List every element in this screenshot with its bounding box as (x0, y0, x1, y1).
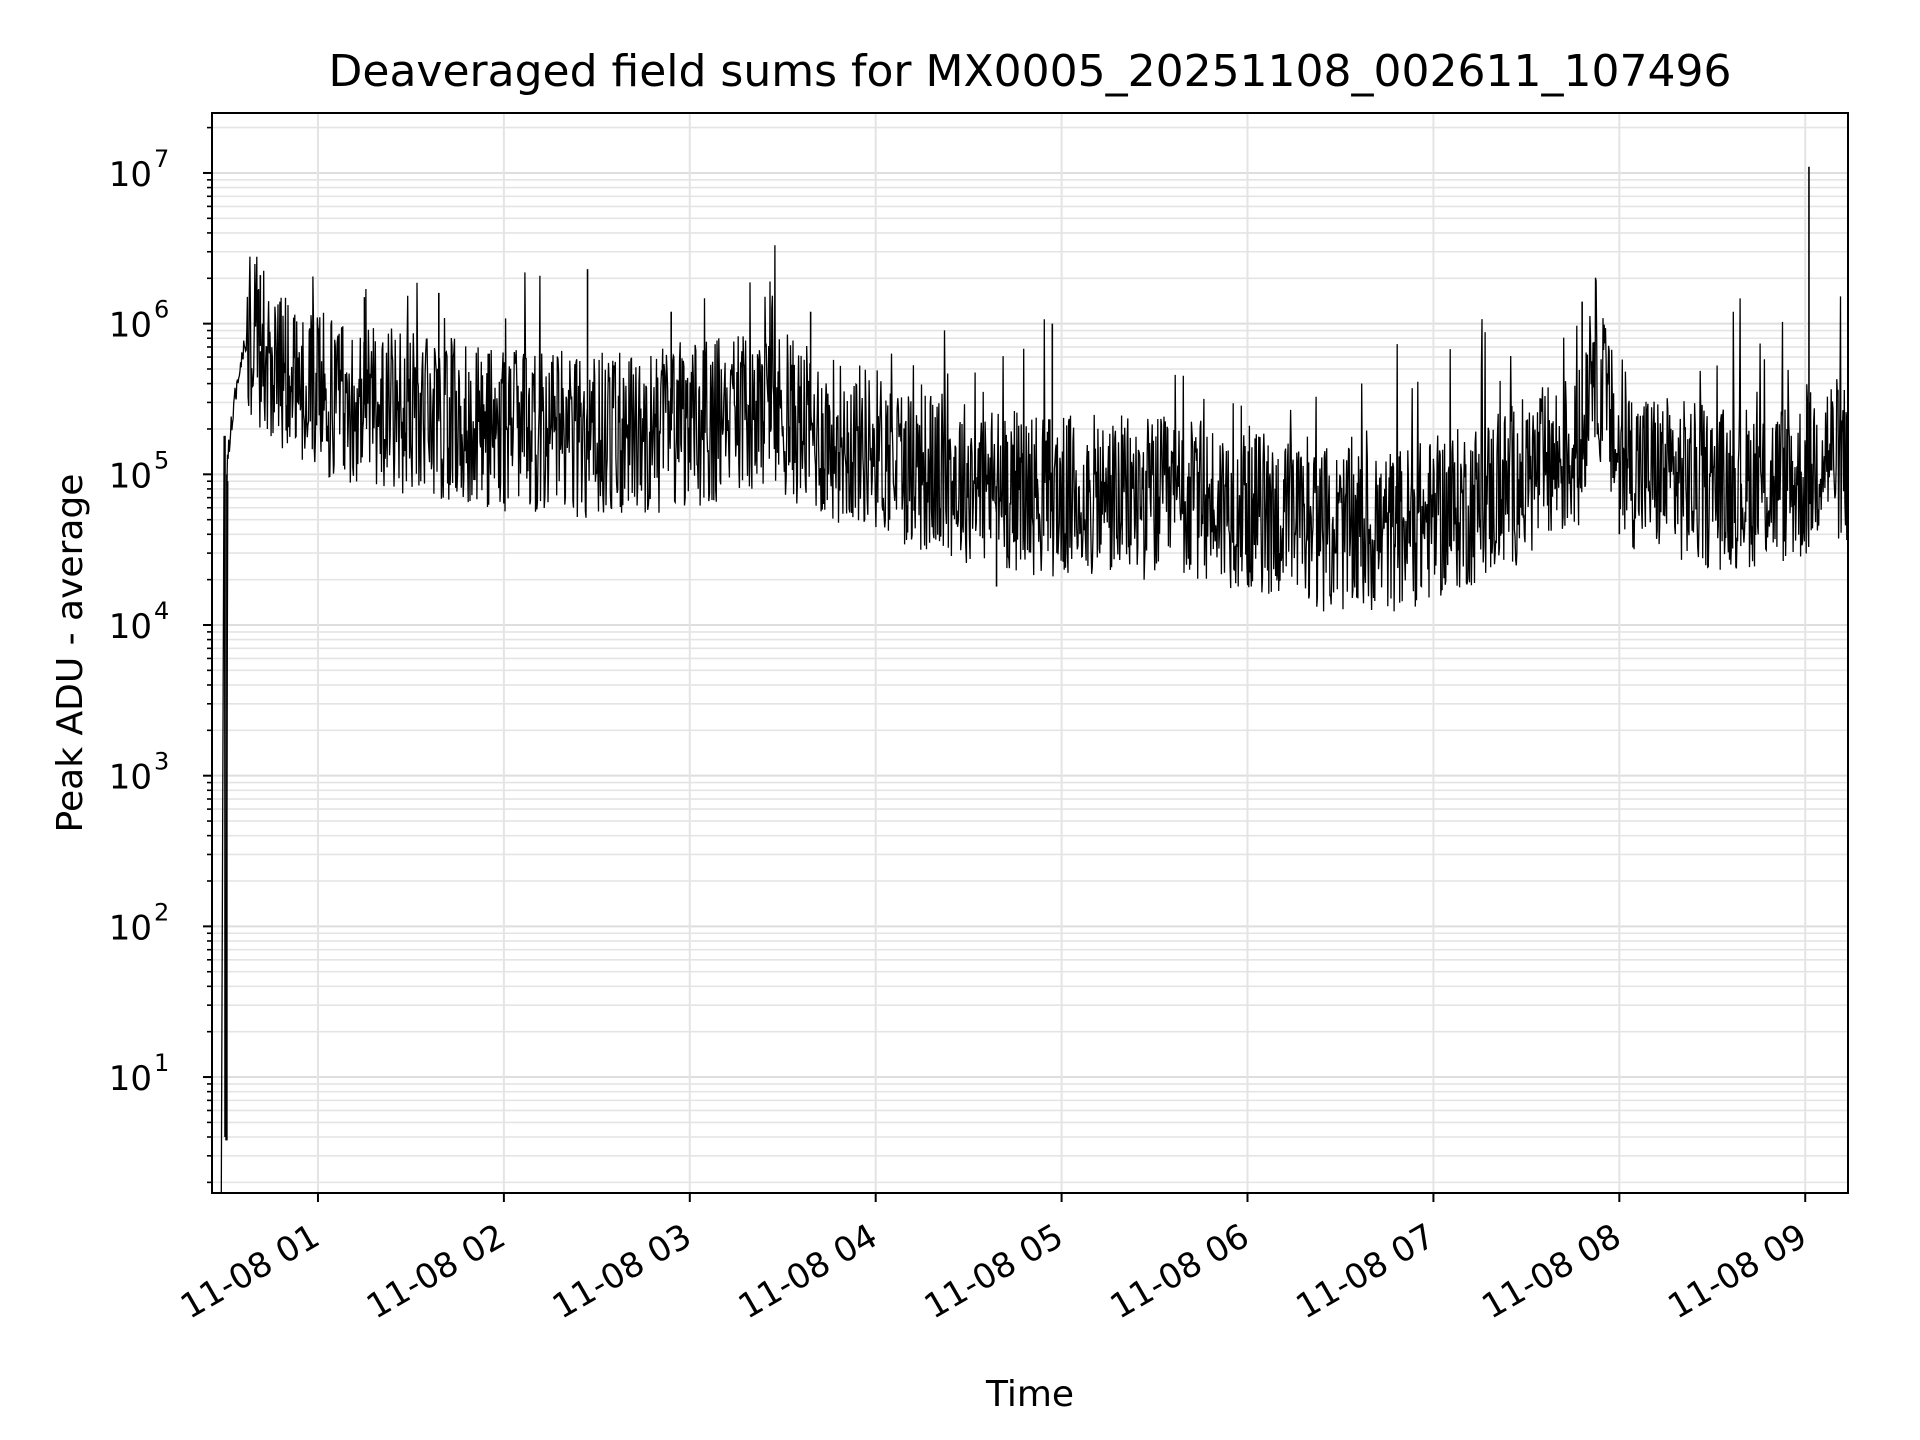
y-tick-label-exponent: 3 (154, 748, 169, 776)
y-tick-label-base: 10 (109, 607, 152, 647)
y-tick-label: 10 7 (109, 145, 170, 195)
y-tick-label-base: 10 (109, 155, 152, 195)
y-tick-label: 10 4 (109, 597, 170, 647)
y-tick-label: 10 3 (109, 748, 170, 798)
series-line (220, 245, 1849, 1194)
grid (212, 113, 1848, 1193)
y-tick-label: 10 2 (109, 898, 170, 948)
y-tick-label-exponent: 2 (154, 898, 169, 926)
y-axis-label: Peak ADU - average (50, 474, 91, 833)
series-layer (220, 166, 1849, 1194)
y-tick-label-exponent: 6 (154, 296, 169, 324)
y-tick-label: 10 1 (109, 1049, 170, 1099)
y-tick-label: 10 6 (109, 296, 170, 346)
y-tick-label-exponent: 4 (154, 597, 169, 625)
x-axis-label: Time (985, 1374, 1074, 1415)
y-tick-label-exponent: 7 (154, 145, 169, 173)
y-tick-label-exponent: 5 (154, 446, 169, 474)
y-tick-label: 10 5 (109, 446, 170, 496)
plot-frame (211, 112, 1849, 1194)
y-tick-label-exponent: 1 (154, 1049, 169, 1077)
y-tick-label-base: 10 (109, 908, 152, 948)
y-tick-label-base: 10 (109, 1059, 152, 1099)
y-tick-label-base: 10 (109, 456, 152, 496)
y-tick-label-base: 10 (109, 758, 152, 798)
chart-title: Deaveraged field sums for MX0005_2025110… (329, 46, 1732, 97)
y-tick-label-base: 10 (109, 306, 152, 346)
